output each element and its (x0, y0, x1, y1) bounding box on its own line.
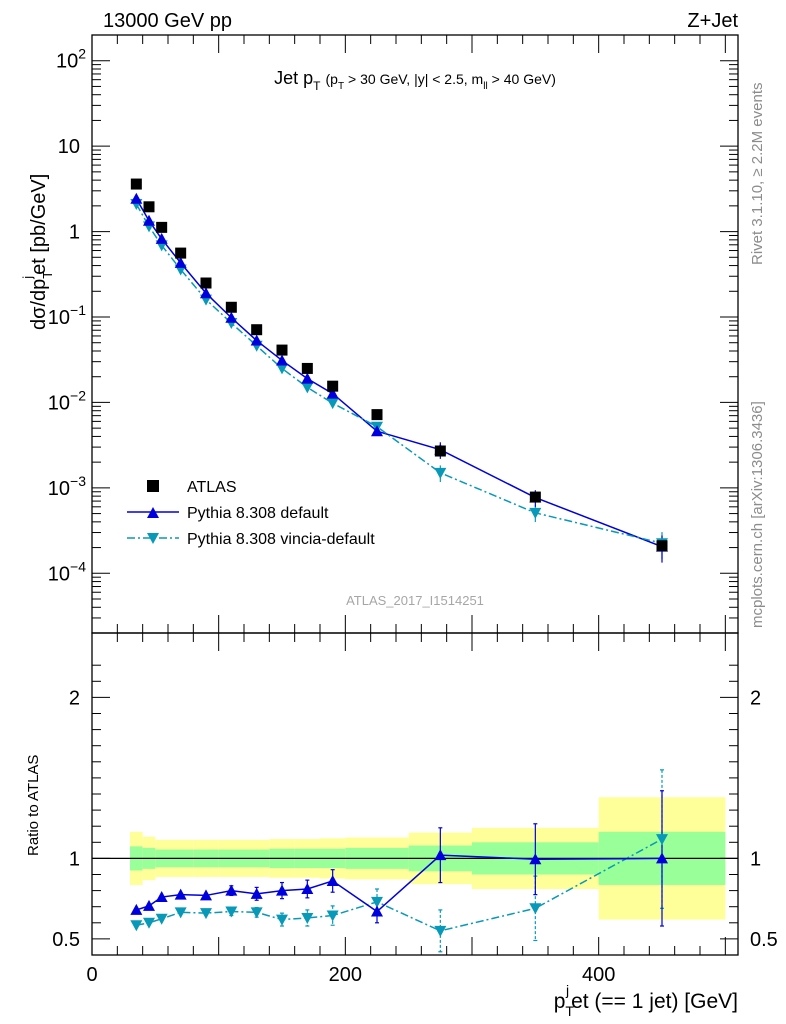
vincia-point (326, 398, 339, 410)
pythia-point (143, 214, 155, 226)
atlas-point (276, 344, 288, 356)
main-y-tick-label: 10−4 (48, 558, 86, 585)
ratio-y-tick-label-right: 0.5 (750, 929, 778, 951)
ratio-vincia-line (136, 838, 663, 932)
vincia-point (301, 382, 314, 394)
atlas-point (301, 362, 313, 374)
x-tick-label: 0 (86, 964, 97, 986)
main-y-tick-label: 10−2 (48, 387, 86, 414)
ratio-frame (91, 632, 739, 956)
x-tick-label: 200 (329, 964, 362, 986)
pythia-point (276, 354, 288, 366)
ratio-vincia-point (174, 907, 187, 919)
main-title: Jet pT (pT > 30 GeV, |y| < 2.5, mll > 40 Ge… (274, 68, 556, 93)
atlas-point (175, 247, 187, 259)
ratio-y-tick-label: 0.5 (52, 929, 80, 951)
vincia-point (276, 363, 288, 375)
main-y-tick-label: 102 (56, 46, 86, 73)
pythia-point (371, 425, 383, 437)
atlas-point (371, 409, 383, 421)
ratio-vincia-point (434, 925, 447, 937)
ratio-pythia-point (656, 852, 668, 864)
atlas-point (434, 445, 446, 457)
ratio-vincia-point (326, 910, 339, 922)
atlas-point (327, 380, 339, 392)
ratio-pythia-point (250, 887, 263, 899)
ratio-pythia-point (200, 889, 212, 901)
ratio-y-label: Ratio to ATLAS (25, 755, 42, 856)
atlas-point (529, 491, 541, 503)
ratio-y-tick-label-right: 2 (750, 687, 761, 709)
ratio-vincia-point (130, 920, 143, 932)
main-y-tick-label: 10 (58, 136, 80, 158)
x-axis-label: pTjet (== 1 jet) [GeV] (554, 982, 738, 1019)
legend-label-atlas: ATLAS (187, 479, 237, 496)
ratio-pythia-point (434, 849, 447, 861)
ratio-pythia-point (225, 884, 238, 896)
main-y-tick-label: 1 (69, 222, 80, 244)
atlas-point (251, 324, 263, 336)
header-right: Z+Jet (687, 10, 738, 32)
ratio-pythia-point (174, 888, 187, 900)
legend-label-pythia: Pythia 8.308 default (187, 505, 329, 522)
atlas-point (225, 301, 237, 313)
ratio-pythia-point (130, 903, 143, 915)
legend-marker-vincia (147, 533, 159, 544)
legend-label-vincia: Pythia 8.308 vincia-default (187, 531, 375, 548)
ratio-y-tick-label: 1 (69, 848, 80, 870)
legend-marker-atlas (147, 480, 159, 492)
legend: ATLAS Pythia 8.308 default Pythia 8.308 … (127, 479, 375, 548)
main-y-tick-label: 10−1 (48, 302, 86, 329)
atlas-point (143, 201, 155, 213)
main-series (130, 178, 668, 563)
legend-marker-pythia (147, 507, 159, 518)
ratio-pythia-point (143, 899, 155, 911)
ratio-pythia-line (136, 854, 663, 913)
pythia-point (130, 192, 143, 204)
ratio-vincia-point (250, 907, 263, 919)
vincia-line (135, 203, 663, 544)
ratio-pythia-point (371, 905, 383, 917)
rivet-label: Rivet 3.1.10, ≥ 2.2M events (749, 83, 766, 266)
main-axes: 102 10 1 10−1 10−2 10−3 10−4 (48, 34, 738, 634)
ratio-vincia-point (225, 906, 238, 918)
ratio-pythia-point (529, 853, 542, 865)
atlas-point (130, 178, 142, 190)
main-y-label: dσ/dpTjet [pb/GeV] (20, 174, 55, 330)
vincia-point (529, 507, 542, 519)
ratio-y-tick-label-right: 1 (750, 848, 761, 870)
pythia-point (155, 232, 168, 244)
pythia-point (250, 334, 263, 346)
ratio-vincia-point (143, 917, 155, 929)
ratio-vincia-point (155, 913, 168, 925)
ratio-pythia-point (276, 884, 288, 896)
analysis-id: ATLAS_2017_I1514251 (346, 593, 484, 608)
atlas-point (156, 221, 168, 233)
atlas-point (200, 277, 212, 289)
ratio-vincia-point (276, 914, 288, 926)
pythia-point (174, 256, 187, 268)
ratio-vincia-point (529, 903, 542, 915)
vincia-point (434, 467, 447, 479)
header-left: 13000 GeV pp (103, 10, 232, 32)
ratio-vincia-point (301, 912, 314, 924)
mcplots-label: mcplots.cern.ch [arXiv:1306.3436] (749, 401, 766, 628)
pythia-point (326, 387, 339, 399)
main-y-tick-label: 10−3 (48, 473, 86, 500)
pythia-point (225, 311, 238, 323)
ratio-pythia-point (301, 882, 314, 894)
ratio-pythia-point (326, 874, 339, 886)
ratio-y-tick-label: 2 (69, 687, 80, 709)
ratio-axes: 0.5 0.5 1 1 2 2 0 200 400 (52, 633, 778, 986)
ratio-pythia-point (155, 891, 168, 903)
pythia-point (200, 287, 212, 299)
pythia-point (301, 372, 314, 384)
ratio-vincia-point (200, 908, 212, 920)
ratio-series (130, 769, 668, 953)
x-tick-label: 400 (582, 964, 615, 986)
ratio-vincia-point (371, 896, 383, 908)
atlas-point (656, 540, 668, 552)
ratio-vincia-point (656, 834, 668, 846)
